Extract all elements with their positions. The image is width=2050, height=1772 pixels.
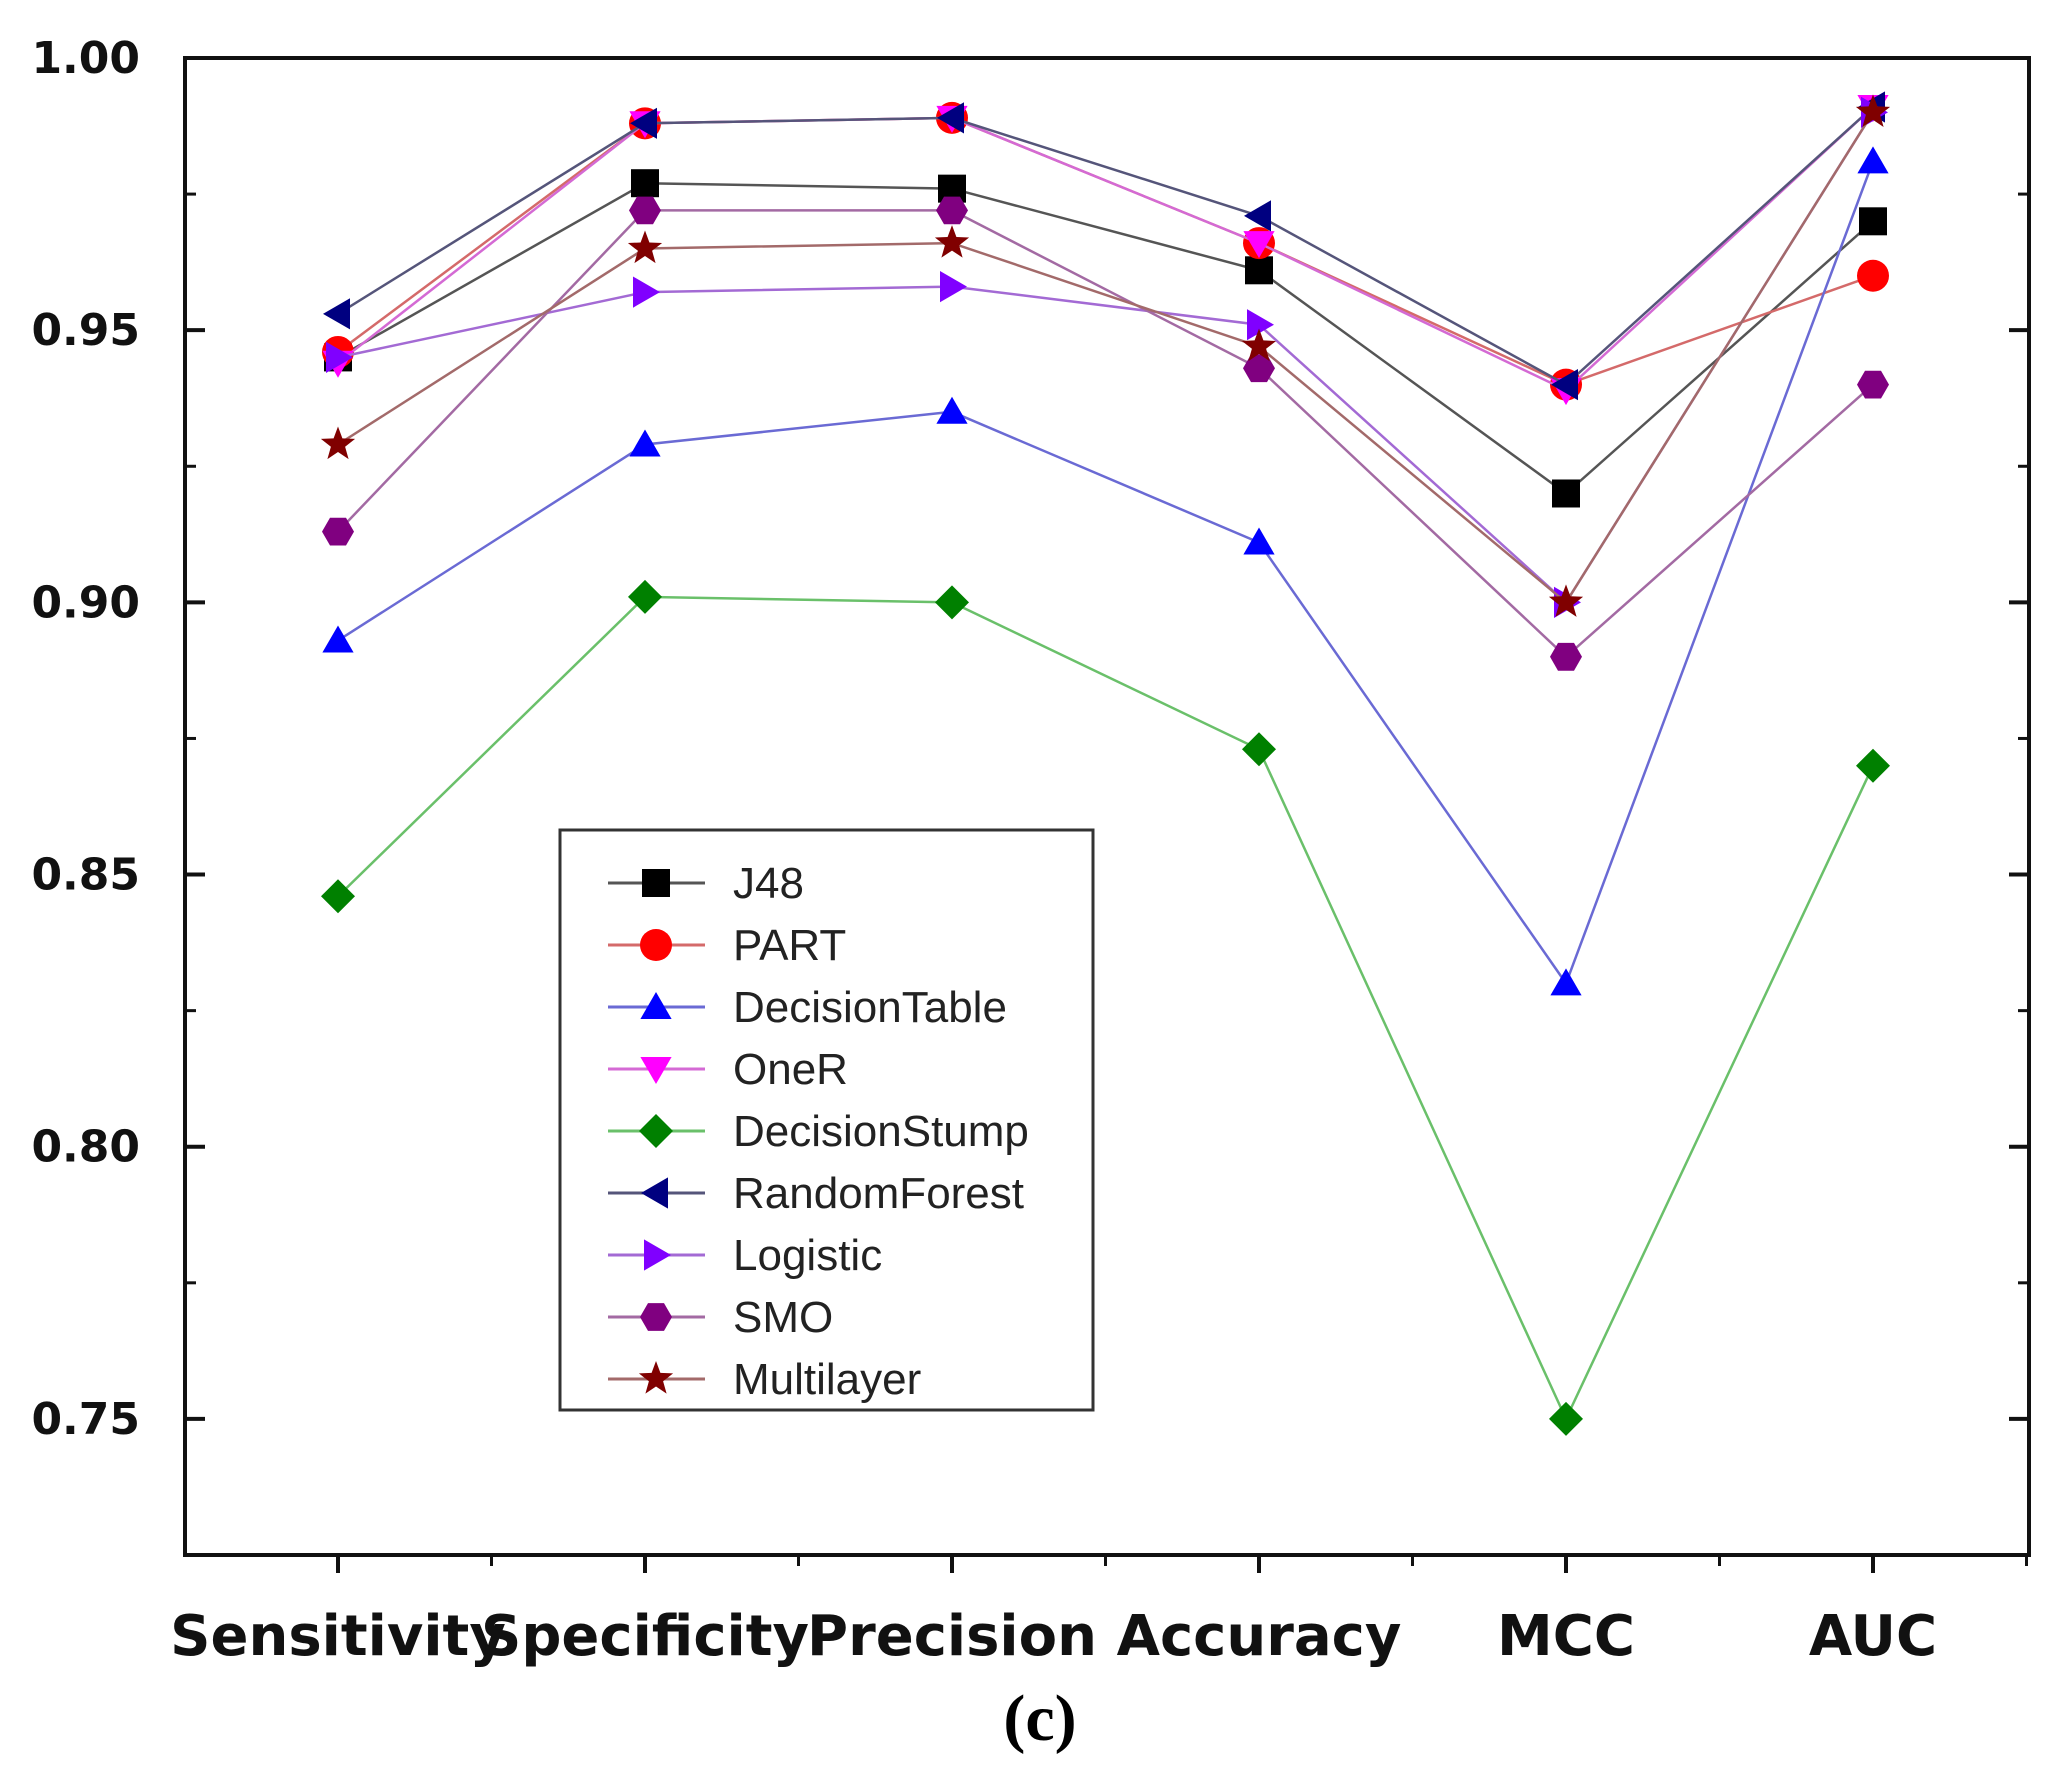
legend-label: DecisionTable [733, 983, 1007, 1032]
legend-item-logistic: Logistic [608, 1231, 882, 1280]
legend-label: DecisionStump [733, 1107, 1029, 1156]
legend-label: Logistic [733, 1231, 882, 1280]
series-multilayer [320, 94, 1891, 617]
data-point-logistic [1247, 309, 1274, 341]
legend-item-oner: OneR [608, 1045, 848, 1094]
series-decisionstump [321, 579, 1890, 1436]
data-point-decisionstump [628, 579, 662, 614]
data-point-part [1857, 259, 1889, 292]
data-point-randomforest [323, 298, 350, 330]
data-point-decisiontable [1857, 146, 1889, 174]
legend-marker-smo [640, 1303, 672, 1331]
series-layer [320, 91, 1891, 1436]
legend: J48 PART DecisionTable OneR DecisionStump Ran… [558, 828, 1095, 1412]
series-line-randomforest [337, 106, 1874, 387]
legend-item-decisionstump: DecisionStump [608, 1107, 1029, 1156]
data-point-smo [1243, 354, 1275, 383]
legend-item-j48: J48 [608, 859, 804, 908]
legend-marker-multilayer [638, 1361, 674, 1394]
legend-marker-logistic [644, 1239, 671, 1271]
data-point-smo [322, 517, 354, 546]
x-tick-label: AUC [1809, 1604, 1937, 1669]
data-point-randomforest [630, 107, 657, 139]
series-line-multilayer [337, 111, 1875, 605]
data-point-multilayer [1855, 94, 1891, 127]
data-point-multilayer [320, 426, 356, 460]
data-point-multilayer [1548, 584, 1584, 617]
legend-marker-randomforest [641, 1177, 668, 1209]
y-tick-label: 0.75 [31, 1394, 140, 1445]
legend-marker-part [640, 929, 672, 961]
axis-layer: 0.75 0.80 0.85 0.90 0.95 1.00 SensitivitySpeci… [31, 33, 2029, 1669]
data-point-decisiontable [322, 625, 354, 653]
series-line-decisionstump [337, 595, 1875, 1422]
data-point-decisiontable [936, 396, 968, 424]
data-point-j48 [1859, 207, 1887, 236]
series-line-oner [337, 106, 1874, 392]
x-tick-label: Specificity [481, 1604, 809, 1669]
series-line-decisiontable [337, 160, 1875, 987]
y-tick-label: 0.85 [31, 850, 140, 901]
data-point-logistic [326, 341, 353, 373]
legend-item-randomforest: RandomForest [608, 1169, 1024, 1218]
x-tick-label: Sensitivity [170, 1604, 506, 1669]
legend-label: SMO [733, 1293, 833, 1342]
data-point-logistic [940, 271, 967, 303]
x-tick-label: Accuracy [1117, 1604, 1402, 1669]
legend-label: RandomForest [733, 1169, 1024, 1218]
legend-label: PART [733, 921, 846, 970]
y-tick-label: 0.95 [31, 305, 140, 356]
data-point-j48 [631, 169, 659, 198]
data-point-decisionstump [1856, 748, 1890, 783]
y-tick-label: 0.80 [31, 1122, 140, 1173]
legend-label: OneR [733, 1045, 848, 1094]
legend-item-part: PART [608, 921, 846, 970]
y-tick-label: 1.00 [31, 33, 140, 84]
data-point-randomforest [1551, 369, 1578, 401]
legend-label: Multilayer [733, 1355, 921, 1404]
x-tick-label: MCC [1497, 1604, 1635, 1669]
data-point-smo [936, 196, 968, 225]
series-line-j48 [337, 181, 1874, 496]
data-point-decisionstump [1242, 732, 1276, 767]
data-point-multilayer [627, 230, 663, 264]
figure-caption: (c) [1003, 1682, 1076, 1755]
data-point-decisiontable [1243, 527, 1275, 555]
legend-marker-j48 [642, 869, 670, 897]
data-point-decisionstump [935, 585, 969, 620]
legend-label: J48 [733, 859, 804, 908]
legend-item-decisiontable: DecisionTable [608, 983, 1007, 1032]
data-point-smo [1857, 370, 1889, 399]
data-point-smo [629, 196, 661, 225]
data-point-oner [1243, 231, 1275, 259]
series-line-smo [337, 209, 1874, 659]
y-tick-label: 0.90 [31, 577, 140, 628]
data-point-j48 [1552, 479, 1580, 508]
data-point-randomforest [937, 102, 964, 134]
series-smo [322, 196, 1889, 671]
data-point-j48 [1245, 256, 1273, 285]
data-point-decisiontable [1550, 968, 1582, 996]
legend-marker-decisionstump [639, 1114, 673, 1148]
legend-item-smo: SMO [608, 1293, 833, 1342]
legend-item-multilayer: Multilayer [608, 1355, 921, 1404]
data-point-decisionstump [321, 879, 355, 914]
data-point-smo [1550, 642, 1582, 671]
data-point-logistic [633, 276, 660, 308]
legend-marker-oner [640, 1057, 672, 1084]
x-tick-label: Precision [807, 1604, 1097, 1669]
series-decisiontable [322, 146, 1889, 996]
data-point-randomforest [1244, 200, 1271, 232]
data-point-multilayer [1241, 328, 1277, 362]
legend-marker-decisiontable [640, 992, 672, 1019]
data-point-multilayer [934, 225, 970, 258]
data-point-decisionstump [1549, 1401, 1583, 1436]
data-point-decisiontable [629, 429, 661, 457]
